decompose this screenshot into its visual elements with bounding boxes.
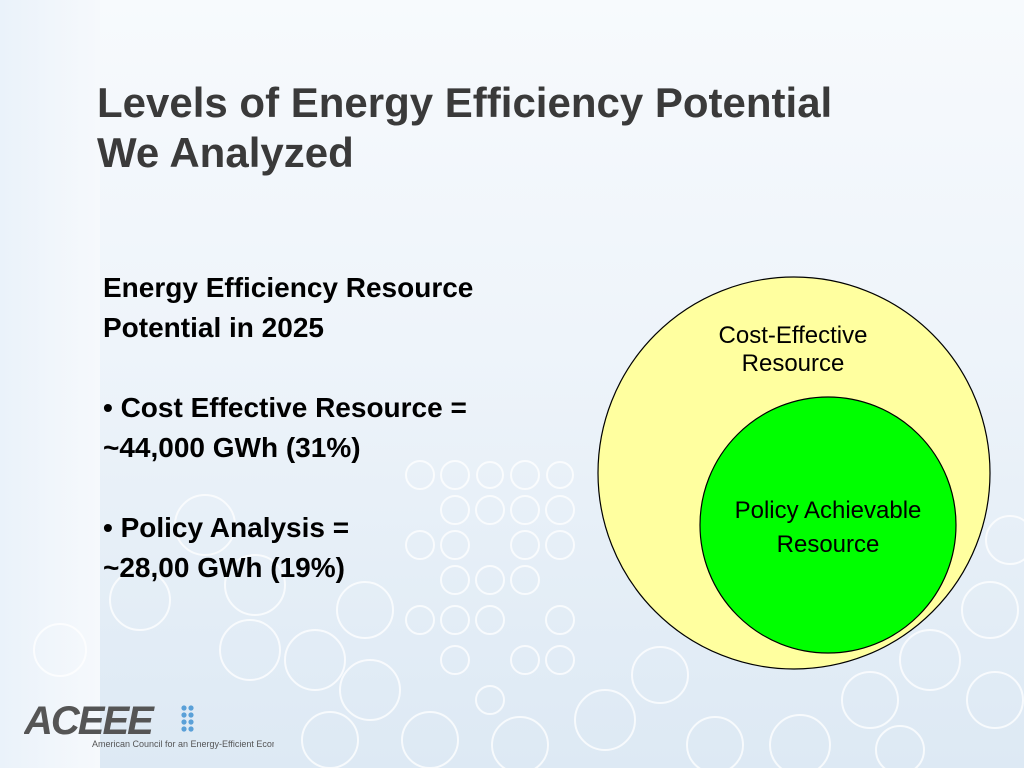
slide-title: Levels of Energy Efficiency Potential We…	[97, 78, 977, 178]
logo-dots-icon	[181, 705, 194, 732]
outer-label-line-2: Resource	[742, 350, 845, 377]
bullet-2-line-1: • Policy Analysis =	[103, 512, 350, 543]
title-line-1: Levels of Energy Efficiency Potential	[97, 79, 833, 126]
logo-wordmark: ACEEE	[24, 700, 155, 743]
bullet-1-line-1: • Cost Effective Resource =	[103, 392, 467, 423]
bullet-1-line-2: ~44,000 GWh (31%)	[103, 432, 361, 463]
title-line-2: We Analyzed	[97, 129, 354, 176]
nested-circles-diagram: Cost-Effective Resource Policy Achievabl…	[597, 276, 991, 670]
policy-achievable-circle	[699, 396, 957, 654]
aceee-logo: ACEEE American Council for an Energy-Eff…	[24, 700, 274, 749]
inner-label-line-1: Policy Achievable	[735, 497, 922, 524]
logo-tagline: American Council for an Energy-Efficient…	[92, 739, 274, 749]
outer-label-line-1: Cost-Effective	[719, 322, 868, 349]
inner-label-line-2: Resource	[777, 531, 880, 558]
bullet-2-line-2: ~28,00 GWh (19%)	[103, 552, 345, 583]
body-text: Energy Efficiency Resource Potential in …	[103, 268, 573, 588]
heading-line-1: Energy Efficiency Resource	[103, 272, 474, 303]
heading-line-2: Potential in 2025	[103, 312, 324, 343]
